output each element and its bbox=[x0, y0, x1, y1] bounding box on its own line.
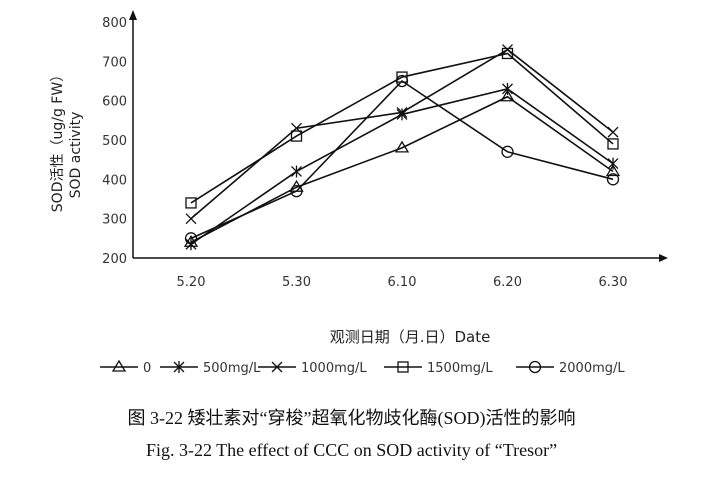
data-point bbox=[500, 89, 515, 102]
data-point bbox=[502, 44, 513, 55]
legend-label: 2000mg/L bbox=[559, 361, 625, 376]
data-point bbox=[185, 213, 197, 225]
x-axis-arrow bbox=[659, 254, 668, 262]
data-point bbox=[184, 232, 198, 245]
data-point bbox=[501, 145, 514, 158]
legend-marker bbox=[528, 360, 542, 374]
legend-item: 0 bbox=[100, 359, 151, 376]
legend-marker bbox=[173, 361, 185, 373]
y-axis-label-line1: SOD活性（ug/g FW） bbox=[50, 68, 66, 212]
data-point bbox=[291, 165, 302, 178]
series-line bbox=[190, 95, 614, 243]
x-tick-label: 6.20 bbox=[493, 275, 522, 290]
y-tick-label: 600 bbox=[102, 95, 127, 110]
y-tick-label: 800 bbox=[102, 16, 127, 31]
x-tick-label: 6.10 bbox=[388, 275, 417, 290]
legend-item: 500mg/L bbox=[160, 361, 261, 376]
data-point bbox=[606, 173, 620, 186]
data-point bbox=[607, 126, 619, 138]
legend-item: 1500mg/L bbox=[384, 361, 493, 376]
y-tick-label: 500 bbox=[102, 134, 127, 149]
data-point bbox=[290, 130, 303, 142]
x-tick-label: 6.30 bbox=[599, 275, 628, 290]
data-point bbox=[394, 140, 410, 153]
data-point bbox=[501, 47, 514, 60]
legend-label: 0 bbox=[143, 361, 151, 376]
series-2000mg/L bbox=[184, 74, 620, 245]
legend-marker bbox=[271, 361, 283, 373]
y-tick-label: 200 bbox=[102, 252, 127, 267]
data-point bbox=[607, 138, 619, 150]
legend-label: 1500mg/L bbox=[427, 361, 493, 376]
series-line bbox=[190, 79, 614, 240]
data-point bbox=[396, 107, 408, 118]
data-point bbox=[290, 184, 303, 198]
sod-line-chart: SOD活性（ug/g FW） SOD activity 200 300 400 500… bbox=[50, 10, 668, 376]
y-axis-arrow bbox=[129, 10, 137, 20]
caption-english: Fig. 3-22 The effect of CCC on SOD activ… bbox=[145, 440, 558, 460]
data-point bbox=[607, 157, 619, 170]
y-tick-label: 300 bbox=[102, 213, 127, 228]
caption-chinese: 图 3-22 矮壮素对“穿梭”超氧化物歧化酶(SOD)活性的影响 bbox=[127, 408, 576, 428]
legend: 0 500mg/L 1000mg/L 1500mg/L 2000mg/L bbox=[100, 359, 625, 376]
y-axis-label: SOD活性（ug/g FW） SOD activity bbox=[50, 68, 84, 212]
series-500mg/L bbox=[185, 82, 619, 251]
series-line bbox=[190, 52, 614, 204]
legend-label: 500mg/L bbox=[203, 361, 261, 376]
x-tick-label: 5.20 bbox=[177, 275, 206, 290]
x-tick-label: 5.30 bbox=[282, 275, 311, 290]
x-axis-label: 观测日期（月.日）Date bbox=[330, 328, 491, 346]
data-point bbox=[605, 164, 621, 177]
y-tick-label: 400 bbox=[102, 173, 127, 188]
series-1500mg/L bbox=[185, 47, 619, 209]
data-point bbox=[395, 74, 409, 88]
legend-label: 1000mg/L bbox=[301, 361, 367, 376]
y-tick-label: 700 bbox=[102, 55, 127, 70]
legend-item: 1000mg/L bbox=[258, 361, 367, 376]
legend-marker bbox=[397, 361, 409, 373]
series-1000mg/L bbox=[185, 44, 619, 225]
legend-item: 2000mg/L bbox=[516, 360, 625, 376]
y-axis-label-line2: SOD activity bbox=[68, 112, 84, 199]
data-point bbox=[185, 197, 197, 209]
data-point bbox=[502, 82, 513, 95]
legend-marker bbox=[111, 359, 127, 372]
